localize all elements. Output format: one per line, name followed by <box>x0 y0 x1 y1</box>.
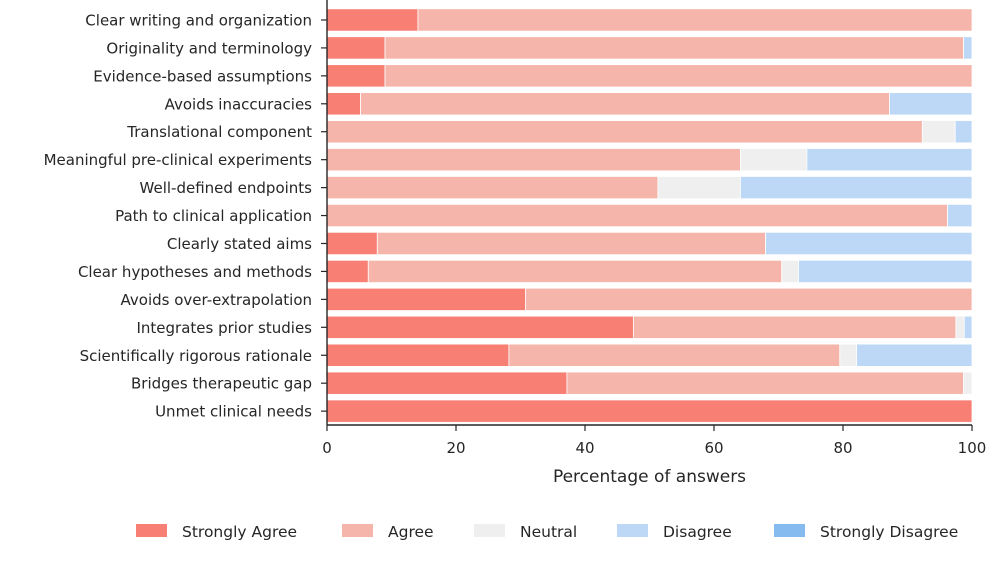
category-label: Avoids over-extrapolation <box>121 291 312 309</box>
legend-swatch <box>474 524 505 537</box>
bar-segment <box>384 36 965 60</box>
bar-segment <box>963 36 973 60</box>
x-tick-label: 40 <box>575 439 594 457</box>
category-label: Translational component <box>126 123 312 141</box>
bar-segment <box>566 371 965 395</box>
bar-segment <box>781 259 799 284</box>
bar-segment <box>326 8 419 32</box>
category-label: Clearly stated aims <box>167 235 312 253</box>
bar-segment <box>326 399 973 423</box>
category-label: Meaningful pre-clinical experiments <box>44 151 313 169</box>
category-label: Integrates prior studies <box>136 319 312 337</box>
bar-segment <box>765 231 973 256</box>
category-label: Well-defined endpoints <box>140 179 313 197</box>
bar-segment <box>417 8 973 32</box>
legend-swatch <box>617 524 648 537</box>
category-label: Unmet clinical needs <box>155 403 312 421</box>
legend-label: Strongly Disagree <box>820 523 958 541</box>
category-label: Evidence-based assumptions <box>93 67 312 85</box>
bar-segment <box>384 64 973 88</box>
bar-segment <box>657 176 741 200</box>
bar-segment <box>326 231 378 256</box>
bar-segment <box>839 343 857 367</box>
category-label: Clear writing and organization <box>85 11 312 29</box>
bar-segment <box>947 203 973 228</box>
legend-item: Neutral <box>474 523 577 541</box>
category-label: Bridges therapeutic gap <box>131 375 312 393</box>
bar-segment <box>326 64 386 88</box>
bar-segment <box>963 371 973 395</box>
category-label: Clear hypotheses and methods <box>78 263 312 281</box>
x-tick-label: 20 <box>446 439 465 457</box>
legend-label: Disagree <box>663 523 732 541</box>
bar-segment <box>740 176 973 200</box>
bar-segment <box>921 120 956 144</box>
bar-segment <box>856 343 973 367</box>
bar-segment <box>955 315 965 339</box>
bar-segment <box>367 259 783 284</box>
bar-segment <box>889 92 973 116</box>
legend-label: Strongly Agree <box>182 523 297 541</box>
x-tick-label: 0 <box>322 439 332 457</box>
bar-segment <box>326 315 634 339</box>
bar-segment <box>326 287 527 311</box>
category-label: Scientifically rigorous rationale <box>80 347 312 365</box>
bar-segment <box>326 259 369 284</box>
bar-segment <box>806 148 973 172</box>
bar-segment <box>954 120 973 144</box>
bar-segment <box>326 92 361 116</box>
x-tick-label: 100 <box>958 439 987 457</box>
legend-swatch <box>342 524 373 537</box>
legend-item: Disagree <box>617 523 732 541</box>
x-axis-title: Percentage of answers <box>553 467 746 487</box>
bar-segment <box>326 36 386 60</box>
category-label: Avoids inaccuracies <box>165 95 313 113</box>
bar-segment <box>326 120 923 144</box>
bar-segment <box>632 315 957 339</box>
bar-segment <box>963 315 973 339</box>
legend-label: Agree <box>388 523 434 541</box>
bar-segment <box>740 148 808 172</box>
x-tick-label: 60 <box>704 439 723 457</box>
bar-segment <box>326 203 948 228</box>
bar-segment <box>376 231 767 256</box>
bar-segment <box>525 287 973 311</box>
bar-segment <box>326 148 741 172</box>
legend-item: Agree <box>342 523 434 541</box>
legend-item: Strongly Agree <box>136 523 297 541</box>
x-tick-label: 80 <box>833 439 852 457</box>
bar-segment <box>326 371 568 395</box>
legend-label: Neutral <box>520 523 577 541</box>
legend-swatch <box>774 524 805 537</box>
legend-item: Strongly Disagree <box>774 523 958 541</box>
bar-segment <box>360 92 890 116</box>
bar-segment <box>508 343 841 367</box>
bar-segment <box>798 259 973 284</box>
category-label: Path to clinical application <box>115 207 312 225</box>
bar-segment <box>326 343 510 367</box>
category-label: Originality and terminology <box>106 39 312 57</box>
bar-segment <box>326 176 659 200</box>
legend-swatch <box>136 524 167 537</box>
